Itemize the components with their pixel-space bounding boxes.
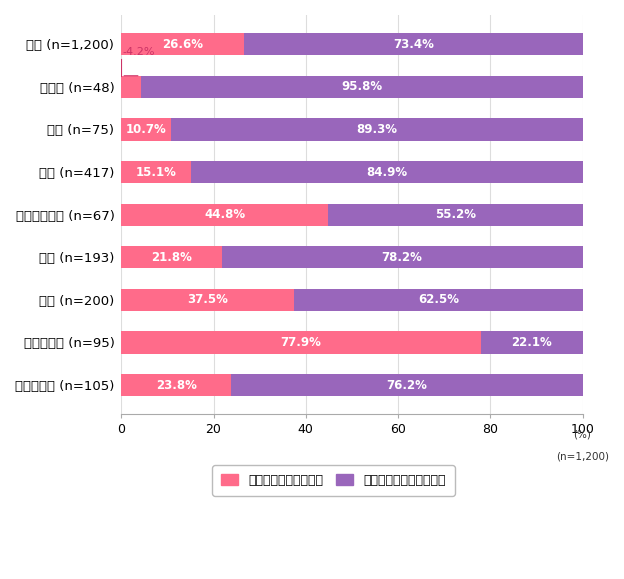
Bar [121,289,295,311]
Text: (n=1,200): (n=1,200) [556,451,609,461]
Bar [121,161,191,183]
Text: 78.2%: 78.2% [382,251,422,264]
Bar [121,118,171,141]
Text: 23.8%: 23.8% [156,379,197,391]
Bar [222,246,582,268]
Text: 26.6%: 26.6% [162,38,203,51]
Text: (%): (%) [573,430,592,440]
Bar [121,76,140,98]
Bar [328,204,582,226]
Bar [140,76,582,98]
Bar [191,161,582,183]
Bar [171,118,582,141]
Bar [231,374,582,396]
Bar [244,33,582,56]
Text: 76.2%: 76.2% [386,379,427,391]
Text: 95.8%: 95.8% [341,80,382,93]
Legend: 小学校に制服はあった, 小学校に制服はなかった: 小学校に制服はあった, 小学校に制服はなかった [212,466,455,496]
Text: 21.8%: 21.8% [151,251,192,264]
Bar [121,246,222,268]
Bar [121,374,231,396]
Text: 55.2%: 55.2% [435,208,475,221]
Text: 77.9%: 77.9% [281,336,321,349]
Bar [480,331,582,354]
Text: 37.5%: 37.5% [187,294,228,306]
Bar [121,33,244,56]
Text: 62.5%: 62.5% [418,294,459,306]
Text: 10.7%: 10.7% [125,123,167,136]
Text: 22.1%: 22.1% [511,336,552,349]
Bar [295,289,582,311]
Text: 44.8%: 44.8% [204,208,245,221]
Text: -4.2%: -4.2% [123,47,155,57]
Bar [121,204,328,226]
Text: 15.1%: 15.1% [135,166,177,178]
Text: 73.4%: 73.4% [393,38,434,51]
Text: 89.3%: 89.3% [356,123,397,136]
Bar [121,331,480,354]
Text: 84.9%: 84.9% [366,166,407,178]
